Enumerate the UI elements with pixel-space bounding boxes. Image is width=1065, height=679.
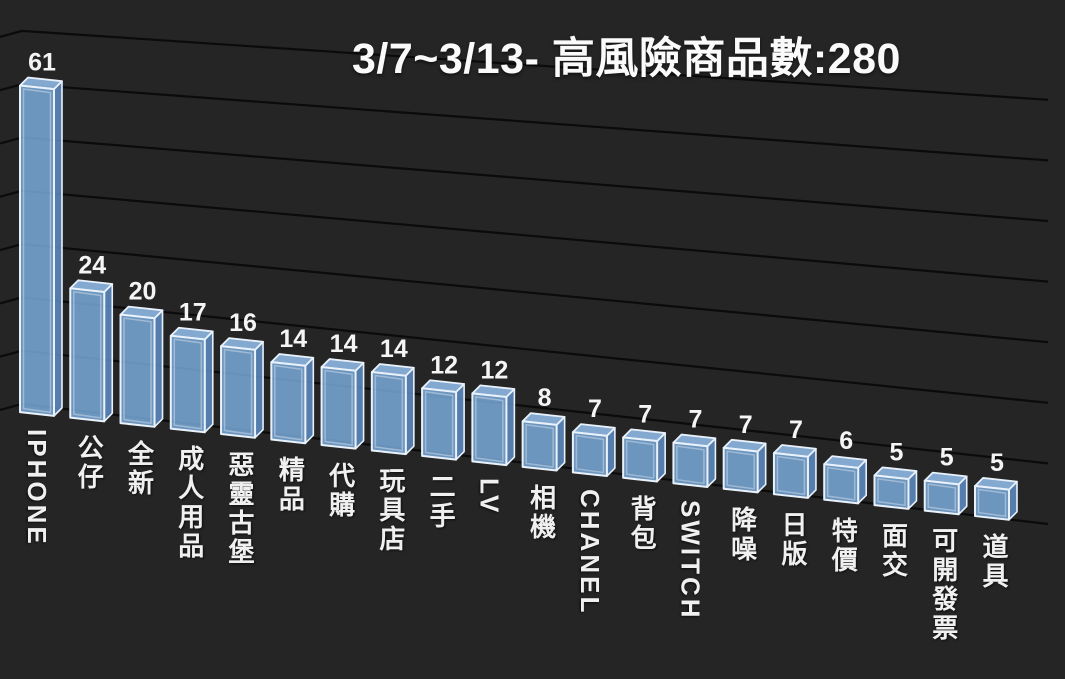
bar-front-face [923,479,960,516]
bar-inner-highlight [977,488,1007,518]
bar-column: 14 [370,335,415,456]
bar-inner-highlight [123,317,152,425]
value-label: 6 [839,427,853,455]
gridline [0,29,1049,101]
value-label: 12 [480,356,508,384]
bar-front-face [320,366,357,450]
bar-side-face [304,356,315,445]
value-label: 14 [279,325,307,353]
bar-column: 16 [220,309,264,439]
bar-column: 14 [320,330,365,450]
bar-inner-highlight [475,395,504,463]
value-label: 7 [588,395,602,423]
value-label: 17 [179,299,207,327]
bar-column: 12 [421,351,466,461]
bar-inner-highlight [525,423,554,468]
bar-side-face [203,330,214,434]
value-label: 7 [789,416,803,444]
value-label: 14 [330,330,358,358]
bar-inner-highlight [877,478,906,507]
bar-column: 20 [119,278,164,428]
value-label: 24 [78,251,106,279]
bar-inner-highlight [726,450,755,490]
bar-front-face [521,420,558,472]
bar-column: 5 [923,444,968,516]
bar-front-face [119,313,156,428]
bar-series: 61 24 20 17 16 14 14 14 12 12 8 7 7 7 7 7 6 5 5 5 [19,48,1018,521]
bar-side-face [103,283,114,423]
bar-front-face [873,474,910,510]
bar-side-face [354,361,365,450]
bar-column: 24 [69,251,114,423]
bar-side-face [53,80,63,417]
bar-inner-highlight [625,439,655,479]
bar-inner-highlight [575,434,605,474]
bar-column: 7 [772,416,817,499]
bar-front-face [622,436,659,483]
bar-inner-highlight [776,455,806,496]
value-label: 5 [890,438,904,466]
bar-inner-highlight [826,466,856,501]
value-label: 61 [28,48,56,76]
value-label: 5 [990,449,1004,477]
bar-column: 7 [722,411,767,494]
bar-inner-highlight [324,369,353,447]
bar-front-face [421,387,458,461]
bar-column: 6 [823,427,868,505]
bar-column: 12 [471,356,516,467]
bar-side-face [505,388,516,466]
value-label: 5 [940,444,954,472]
bar-front-face [270,361,307,445]
bar-front-face [19,84,55,417]
bar-inner-highlight [374,374,404,452]
value-label: 7 [739,411,753,439]
bar-front-face [471,392,508,467]
bar-column: 17 [169,299,214,434]
bar-front-face [672,441,709,488]
bar-front-face [169,334,206,434]
bar-column: 7 [672,406,717,488]
value-label: 7 [688,406,702,434]
value-label: 7 [638,400,652,428]
bar-inner-highlight [73,290,102,419]
bar-side-face [455,383,465,461]
bar-side-face [153,309,164,428]
bar-front-face [772,452,809,499]
value-label: 16 [229,309,257,337]
bar-column: 5 [974,449,1018,521]
bar-column: 14 [270,325,315,445]
value-label: 14 [380,335,408,363]
value-label: 12 [430,351,458,379]
gridline [0,136,1049,223]
bar-inner-highlight [424,390,454,457]
bar-column: 5 [873,438,918,510]
bar-front-face [974,484,1010,521]
bar-inner-highlight [22,88,52,414]
bar-front-face [722,446,759,494]
bar-column: 7 [571,395,616,478]
bar-column: 7 [622,400,667,483]
value-label: 20 [129,278,157,306]
bar-front-face [823,463,860,505]
bar-inner-highlight [676,445,705,485]
bar-side-face [254,341,264,439]
bar-front-face [370,371,407,456]
bar-column: 61 [19,48,63,417]
bar-front-face [571,431,608,478]
bar-front-face [69,287,106,423]
bar-inner-highlight [274,364,303,441]
bar-column: 8 [521,384,566,472]
bar-inner-highlight [927,483,956,512]
chart-title: 3/7~3/13- 高風險商品數:280 [352,35,901,83]
bar-inner-highlight [173,338,203,430]
gridline [0,189,1049,283]
bar-side-face [405,366,415,455]
bar-inner-highlight [223,348,253,436]
bar-front-face [220,345,257,439]
value-label: 8 [538,384,552,412]
